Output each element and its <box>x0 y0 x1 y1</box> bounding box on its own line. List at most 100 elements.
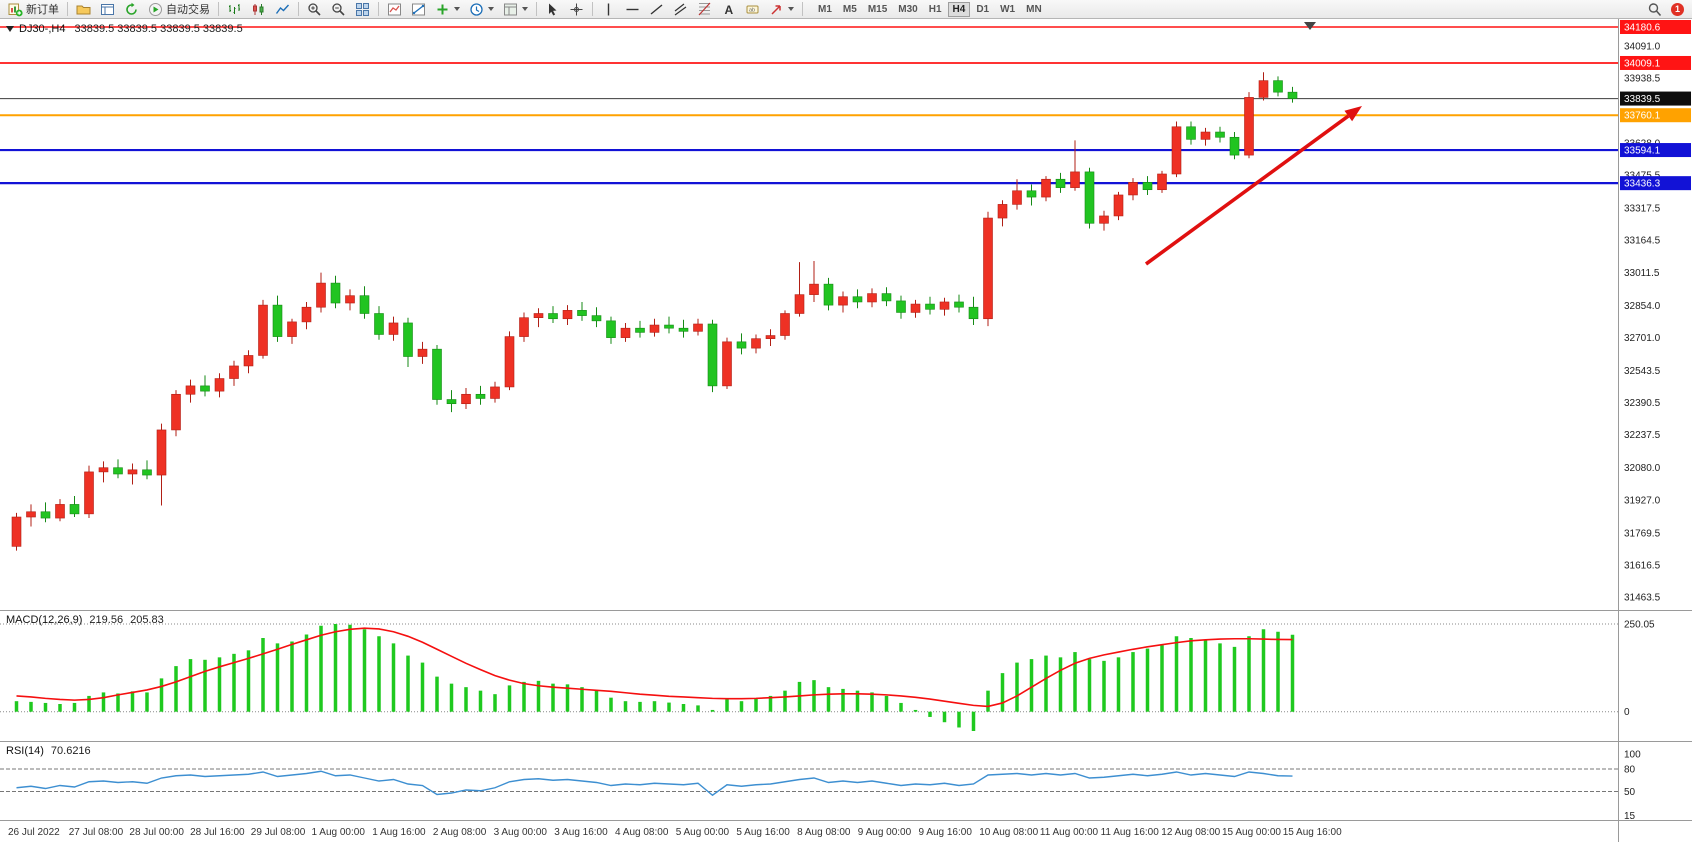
search-button[interactable] <box>1643 1 1666 18</box>
timeframe-button-H1[interactable]: H1 <box>924 2 947 17</box>
timeframe-button-W1[interactable]: W1 <box>995 2 1020 17</box>
arrow-shapes-button[interactable] <box>765 1 798 18</box>
candle-body <box>678 327 689 332</box>
trend-arrow-line[interactable] <box>1144 114 1350 266</box>
candle-body <box>1070 171 1080 188</box>
crosshair-button[interactable] <box>565 1 588 18</box>
bar-chart-button[interactable] <box>223 1 246 18</box>
crosshair-icon <box>570 3 583 15</box>
timeframe-group: M1 M5 M15 M30 H1 H4 D1 W1 MN <box>813 1 1047 17</box>
channel-button[interactable] <box>669 1 692 18</box>
price-line-box[interactable] <box>1620 20 1691 34</box>
trendline-button[interactable] <box>645 1 668 18</box>
candle-body <box>1273 80 1283 93</box>
candle-body <box>287 321 297 337</box>
candle-body <box>997 204 1008 219</box>
price-line-box[interactable] <box>1620 143 1691 158</box>
timeframe-button-M30[interactable]: M30 <box>893 2 922 17</box>
candle-body <box>852 296 863 303</box>
channel-icon <box>674 3 687 15</box>
y-axis-label: 33475.5 <box>1624 170 1661 181</box>
fibonacci-button[interactable] <box>693 1 716 18</box>
cursor-button[interactable] <box>541 1 564 18</box>
add-indicator-button[interactable] <box>431 1 464 18</box>
candle-body <box>765 335 776 339</box>
trend-arrow-head <box>1344 106 1362 122</box>
candlestick-chart-button[interactable] <box>247 1 270 18</box>
y-axis-label: 32543.5 <box>1624 366 1661 377</box>
line-chart-button[interactable] <box>271 1 294 18</box>
price-line-box[interactable] <box>1620 176 1691 191</box>
rsi-indicator-name: RSI(14) <box>6 745 44 757</box>
text-button[interactable]: A <box>717 1 740 18</box>
text-icon: A <box>725 3 734 17</box>
profiles-button[interactable] <box>72 1 95 18</box>
time-axis-label: 29 Jul 08:00 <box>251 827 306 838</box>
price-line-box[interactable] <box>1620 55 1691 70</box>
horizontal-line-button[interactable] <box>621 1 644 18</box>
rsi-axis-label: 80 <box>1624 765 1636 776</box>
timeframe-button-H4[interactable]: H4 <box>947 1 971 17</box>
macd-signal-value: 205.83 <box>130 614 164 626</box>
template-button[interactable] <box>499 1 532 18</box>
candle-body <box>432 348 442 400</box>
timeframe-button-M5[interactable]: M5 <box>838 2 862 17</box>
candle-body <box>316 282 326 308</box>
y-axis-label: 32237.5 <box>1624 430 1661 441</box>
candle-body <box>620 327 631 338</box>
zoom-out-button[interactable] <box>327 1 350 18</box>
candle-body <box>142 469 152 476</box>
candle-body <box>1258 80 1269 98</box>
time-axis-label: 9 Aug 00:00 <box>858 827 912 838</box>
notification-badge[interactable]: 1 <box>1671 2 1684 16</box>
y-axis-label: 33011.5 <box>1624 268 1660 279</box>
candle-body <box>867 293 877 303</box>
candle-body <box>896 300 906 313</box>
new-order-label: 新订单 <box>26 4 59 16</box>
candle-body <box>925 303 935 310</box>
refresh-button[interactable] <box>120 1 143 18</box>
toolbar-separator <box>592 2 593 16</box>
vertical-line-button[interactable] <box>597 1 620 18</box>
candle-body <box>693 323 703 332</box>
refresh-icon <box>126 2 137 15</box>
candle-body <box>838 296 848 306</box>
candle-body <box>1171 126 1182 175</box>
toolbar-separator <box>802 2 803 16</box>
timeframe-button-D1[interactable]: D1 <box>971 2 994 17</box>
time-axis-label: 11 Aug 16:00 <box>1101 827 1160 838</box>
timeframe-button-M1[interactable]: M1 <box>813 2 837 17</box>
line-chart-icon <box>275 4 290 14</box>
periods-button[interactable] <box>465 1 498 18</box>
timeframe-button-MN[interactable]: MN <box>1021 2 1047 17</box>
y-axis-label: 31927.0 <box>1624 495 1661 506</box>
zoom-in-button[interactable] <box>303 1 326 18</box>
price-line-box[interactable] <box>1620 108 1691 123</box>
text-label-button[interactable]: ab <box>741 1 764 18</box>
time-axis-label: 26 Jul 2022 <box>8 827 60 838</box>
indicators-button[interactable] <box>383 1 406 18</box>
tile-windows-button[interactable] <box>351 1 374 18</box>
auto-trading-button[interactable]: 自动交易 <box>144 1 214 18</box>
objects-button[interactable] <box>407 1 430 18</box>
candle-body <box>881 293 892 302</box>
candle-body <box>127 469 138 475</box>
fibonacci-icon <box>698 2 711 15</box>
add-indicator-icon <box>437 4 448 14</box>
current-price-box[interactable] <box>1620 91 1691 106</box>
candle-body <box>345 295 355 304</box>
horizontal-line-icon <box>626 8 639 10</box>
y-axis-label: 32390.5 <box>1624 398 1661 409</box>
chart-shift-marker-icon[interactable] <box>1304 22 1316 30</box>
new-order-button[interactable]: 新订单 <box>4 1 63 18</box>
collapse-triangle-icon[interactable] <box>6 26 14 32</box>
candle-body <box>1229 136 1240 156</box>
y-axis-label: 33164.5 <box>1624 236 1661 247</box>
chart-ohlc-values: 33839.5 33839.5 33839.5 33839.5 <box>74 23 243 35</box>
data-window-button[interactable] <box>96 1 119 18</box>
rsi-axis-label: 50 <box>1624 787 1636 798</box>
y-axis-label: 31463.5 <box>1624 593 1661 604</box>
timeframe-button-M15[interactable]: M15 <box>863 2 892 17</box>
candle-body <box>707 323 718 387</box>
